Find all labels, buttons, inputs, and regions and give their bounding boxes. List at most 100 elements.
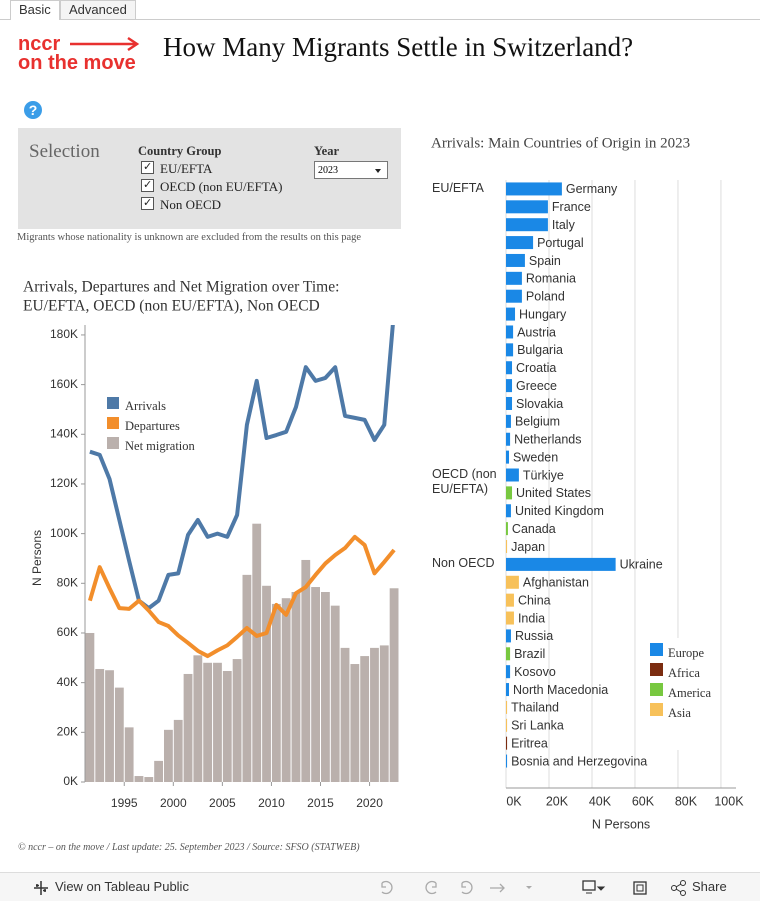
page-title: How Many Migrants Settle in Switzerland? bbox=[163, 32, 634, 62]
bar bbox=[506, 522, 508, 536]
toolbar: View on Tableau Public Share bbox=[0, 872, 760, 901]
bar bbox=[506, 754, 508, 768]
bar bbox=[114, 687, 124, 782]
checkbox[interactable]: OECD (non EU/EFTA) bbox=[141, 178, 282, 195]
bar bbox=[506, 432, 511, 446]
bar bbox=[506, 647, 511, 661]
bar bbox=[213, 662, 222, 782]
bar bbox=[506, 593, 514, 607]
checkbox-label: Non OECD bbox=[160, 197, 222, 212]
bar bbox=[360, 656, 370, 782]
bar bbox=[506, 736, 508, 750]
bar bbox=[506, 379, 513, 393]
bar-label: Croatia bbox=[516, 361, 556, 375]
bar-label: Kosovo bbox=[514, 665, 556, 679]
bar bbox=[506, 271, 522, 285]
y-tick-label: 20K bbox=[57, 724, 78, 738]
bar bbox=[506, 468, 519, 482]
bar-label: China bbox=[518, 593, 551, 607]
bar bbox=[252, 523, 262, 782]
x-tick-label: 60K bbox=[632, 794, 655, 808]
legend-label: Africa bbox=[668, 666, 700, 680]
group-label: Non OECD bbox=[432, 556, 495, 571]
toolbar-button[interactable]: Share bbox=[692, 879, 727, 894]
bar bbox=[506, 629, 511, 643]
bar bbox=[506, 718, 508, 732]
x-tick-label: 80K bbox=[675, 794, 698, 808]
bar-label: United States bbox=[516, 486, 591, 500]
bar bbox=[506, 253, 525, 267]
bar-label: Türkiye bbox=[523, 468, 564, 482]
legend-label: Departures bbox=[125, 419, 180, 433]
filter-label: Country Group bbox=[138, 144, 222, 158]
bar bbox=[242, 574, 252, 782]
y-tick-label: 120K bbox=[50, 476, 78, 490]
legend-swatch bbox=[650, 663, 663, 676]
tab-bar: Basic Advanced bbox=[0, 0, 760, 20]
bar-label: Spain bbox=[529, 254, 561, 268]
filter-label: Year bbox=[314, 144, 339, 158]
bar bbox=[350, 664, 360, 782]
legend-swatch bbox=[107, 417, 119, 429]
bar-label: Bosnia and Herzegovina bbox=[511, 754, 647, 768]
bar bbox=[506, 289, 522, 303]
y-tick-label: 0K bbox=[63, 774, 78, 788]
legend-swatch bbox=[650, 703, 663, 716]
chart-title: Arrivals, Departures and Net Migration o… bbox=[23, 279, 339, 296]
group-label: OECD (non EU/EFTA) bbox=[432, 467, 497, 496]
bar bbox=[193, 655, 203, 782]
x-tick-label: 0K bbox=[506, 794, 522, 808]
logo-text: on the move bbox=[18, 52, 136, 74]
toolbar-button[interactable]: View on Tableau Public bbox=[55, 879, 189, 894]
bar bbox=[183, 673, 193, 782]
x-tick-label: 1995 bbox=[111, 796, 138, 810]
bar-label: Italy bbox=[552, 218, 576, 232]
note: Migrants whose nationality is unknown ar… bbox=[17, 232, 362, 243]
bar-label: Portugal bbox=[537, 236, 584, 250]
line bbox=[87, 534, 396, 659]
bar bbox=[144, 777, 154, 782]
group-label-box: EU/EFTA bbox=[432, 180, 484, 195]
x-tick-label: 20K bbox=[546, 794, 569, 808]
bar bbox=[506, 236, 534, 250]
legend-label: America bbox=[668, 686, 711, 700]
legend-swatch bbox=[650, 683, 663, 696]
checkbox[interactable]: EU/EFTA bbox=[141, 160, 213, 177]
help-icon[interactable]: ? bbox=[24, 101, 42, 119]
bar-label: Brazil bbox=[514, 647, 545, 661]
bar bbox=[370, 647, 379, 782]
y-tick-label: 60K bbox=[57, 625, 78, 639]
bar-label: Thailand bbox=[511, 701, 559, 715]
bar bbox=[506, 182, 562, 196]
legend-label: Net migration bbox=[125, 439, 196, 453]
checkbox[interactable]: Non OECD bbox=[141, 196, 222, 213]
legend-label: Arrivals bbox=[125, 399, 166, 413]
year-dropdown[interactable]: 2023 bbox=[314, 161, 388, 179]
bar bbox=[389, 588, 399, 782]
bar bbox=[506, 575, 519, 589]
bar-label: Sweden bbox=[513, 450, 558, 464]
legend-swatch bbox=[107, 437, 119, 449]
y-tick-label: 180K bbox=[50, 327, 78, 341]
bar-label: Hungary bbox=[519, 307, 567, 321]
tab[interactable]: Basic bbox=[10, 0, 60, 20]
bar-label: Greece bbox=[516, 379, 557, 393]
bar-label: Slovakia bbox=[516, 397, 563, 411]
tab[interactable]: Advanced bbox=[60, 0, 136, 19]
checkbox-label: EU/EFTA bbox=[160, 161, 213, 176]
bar bbox=[506, 486, 513, 500]
group-label: EU/EFTA bbox=[432, 180, 484, 195]
bar-label: Ukraine bbox=[620, 558, 663, 572]
chart-title: EU/EFTA, OECD (non EU/EFTA), Non OECD bbox=[23, 298, 320, 315]
toolbar-icons bbox=[381, 880, 532, 895]
bar-label: Russia bbox=[515, 629, 553, 643]
y-tick-label: 140K bbox=[50, 426, 78, 440]
bar bbox=[506, 343, 514, 357]
bar bbox=[340, 647, 350, 782]
bar bbox=[311, 587, 320, 782]
logo-text: nccr bbox=[18, 33, 61, 55]
legend-label: Europe bbox=[668, 646, 705, 660]
bar bbox=[506, 200, 548, 214]
bar bbox=[281, 598, 291, 782]
bar bbox=[506, 450, 510, 464]
